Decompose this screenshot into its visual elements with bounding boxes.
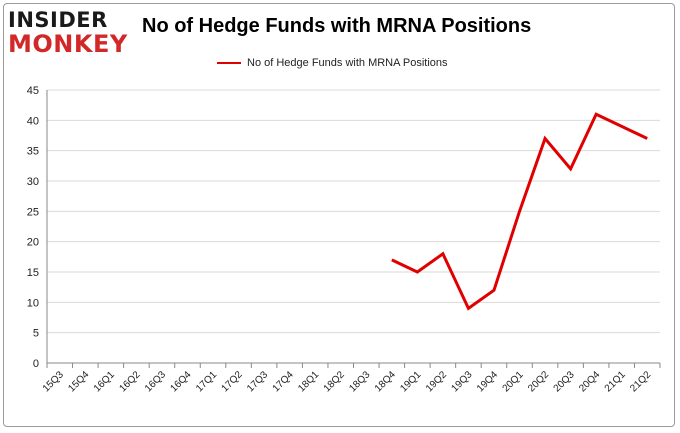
x-tick-label: 16Q2 <box>117 369 142 394</box>
x-tick-label: 17Q1 <box>194 369 219 394</box>
x-tick-label: 20Q3 <box>552 369 577 394</box>
y-tick-label: 0 <box>33 358 39 370</box>
y-tick-label: 10 <box>27 297 39 309</box>
x-tick-label: 21Q2 <box>628 369 653 394</box>
x-tick-label: 17Q2 <box>220 369 245 394</box>
x-tick-label: 17Q4 <box>271 369 296 394</box>
y-tick-label: 45 <box>27 85 39 97</box>
x-tick-label: 18Q1 <box>296 369 321 394</box>
x-tick-label: 16Q1 <box>92 369 117 394</box>
x-tick-label: 18Q2 <box>322 369 347 394</box>
legend-label: No of Hedge Funds with MRNA Positions <box>247 57 448 69</box>
x-tick-label: 18Q4 <box>373 369 398 394</box>
x-tick-label: 20Q4 <box>577 369 602 394</box>
x-tick-label: 19Q2 <box>424 369 449 394</box>
x-tick-label: 20Q2 <box>526 369 551 394</box>
x-tick-label: 16Q4 <box>169 369 194 394</box>
insider-monkey-logo: INSIDER MONKEY <box>8 8 128 60</box>
x-tick-label: 18Q3 <box>347 369 372 394</box>
x-tick-label: 15Q4 <box>66 369 91 394</box>
y-tick-label: 15 <box>27 267 39 279</box>
y-tick-label: 25 <box>27 206 39 218</box>
x-tick-label: 16Q3 <box>143 369 168 394</box>
x-tick-label: 15Q3 <box>41 369 66 394</box>
x-tick-label: 20Q1 <box>501 369 526 394</box>
chart-title: No of Hedge Funds with MRNA Positions <box>142 15 532 37</box>
y-tick-label: 20 <box>27 237 39 249</box>
y-tick-label: 35 <box>27 146 39 158</box>
chart-legend: No of Hedge Funds with MRNA Positions <box>217 55 448 71</box>
y-tick-label: 5 <box>33 328 39 340</box>
x-tick-label: 19Q3 <box>449 369 474 394</box>
legend-swatch <box>217 62 241 64</box>
logo-line-1: INSIDER <box>8 8 108 32</box>
x-tick-label: 19Q4 <box>475 369 500 394</box>
x-tick-label: 19Q1 <box>398 369 423 394</box>
logo-line-2: MONKEY <box>8 30 128 58</box>
x-tick-label: 21Q1 <box>603 369 628 394</box>
y-tick-label: 30 <box>27 176 39 188</box>
x-tick-label: 17Q3 <box>245 369 270 394</box>
y-tick-label: 40 <box>27 115 39 127</box>
